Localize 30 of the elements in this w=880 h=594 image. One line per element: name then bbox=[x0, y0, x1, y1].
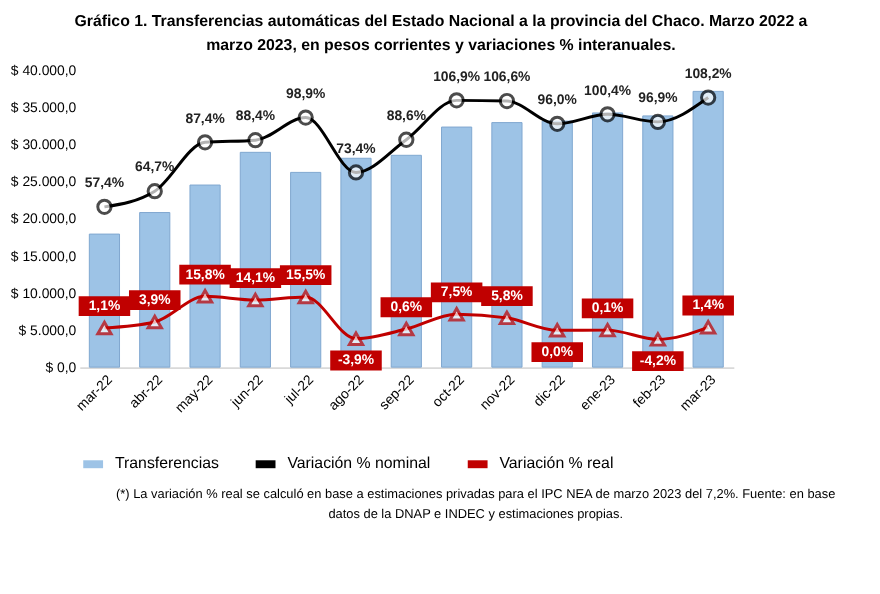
point bbox=[247, 292, 264, 308]
point bbox=[498, 310, 516, 326]
point bbox=[649, 113, 666, 131]
point bbox=[347, 164, 365, 181]
point bbox=[599, 322, 616, 338]
point bbox=[498, 92, 516, 110]
legend-label: Variación % real bbox=[499, 454, 614, 473]
point bbox=[347, 331, 365, 346]
point bbox=[549, 115, 566, 132]
point bbox=[700, 320, 717, 335]
point bbox=[96, 198, 113, 215]
point bbox=[599, 106, 616, 123]
point bbox=[146, 183, 163, 200]
point bbox=[649, 332, 666, 347]
point bbox=[297, 109, 314, 126]
point bbox=[96, 320, 113, 336]
point bbox=[196, 134, 214, 151]
point bbox=[700, 89, 717, 106]
chart-title: Gráfico 1. Transferencias automáticas del Estado Nacional a la provincia del Chaco. Marzo 2022 a marzo 2023, en pesos corrientes y variaciones % interanuales. bbox=[74, 12, 809, 55]
legend-label: Transferencias bbox=[114, 454, 220, 473]
point bbox=[297, 289, 314, 305]
point bbox=[398, 321, 415, 337]
point bbox=[146, 314, 163, 330]
point bbox=[448, 306, 465, 322]
point bbox=[247, 132, 264, 149]
point bbox=[549, 323, 566, 338]
point bbox=[398, 131, 415, 148]
point bbox=[196, 289, 214, 304]
point bbox=[448, 92, 465, 109]
legend-label: Variación % nominal bbox=[287, 454, 431, 473]
